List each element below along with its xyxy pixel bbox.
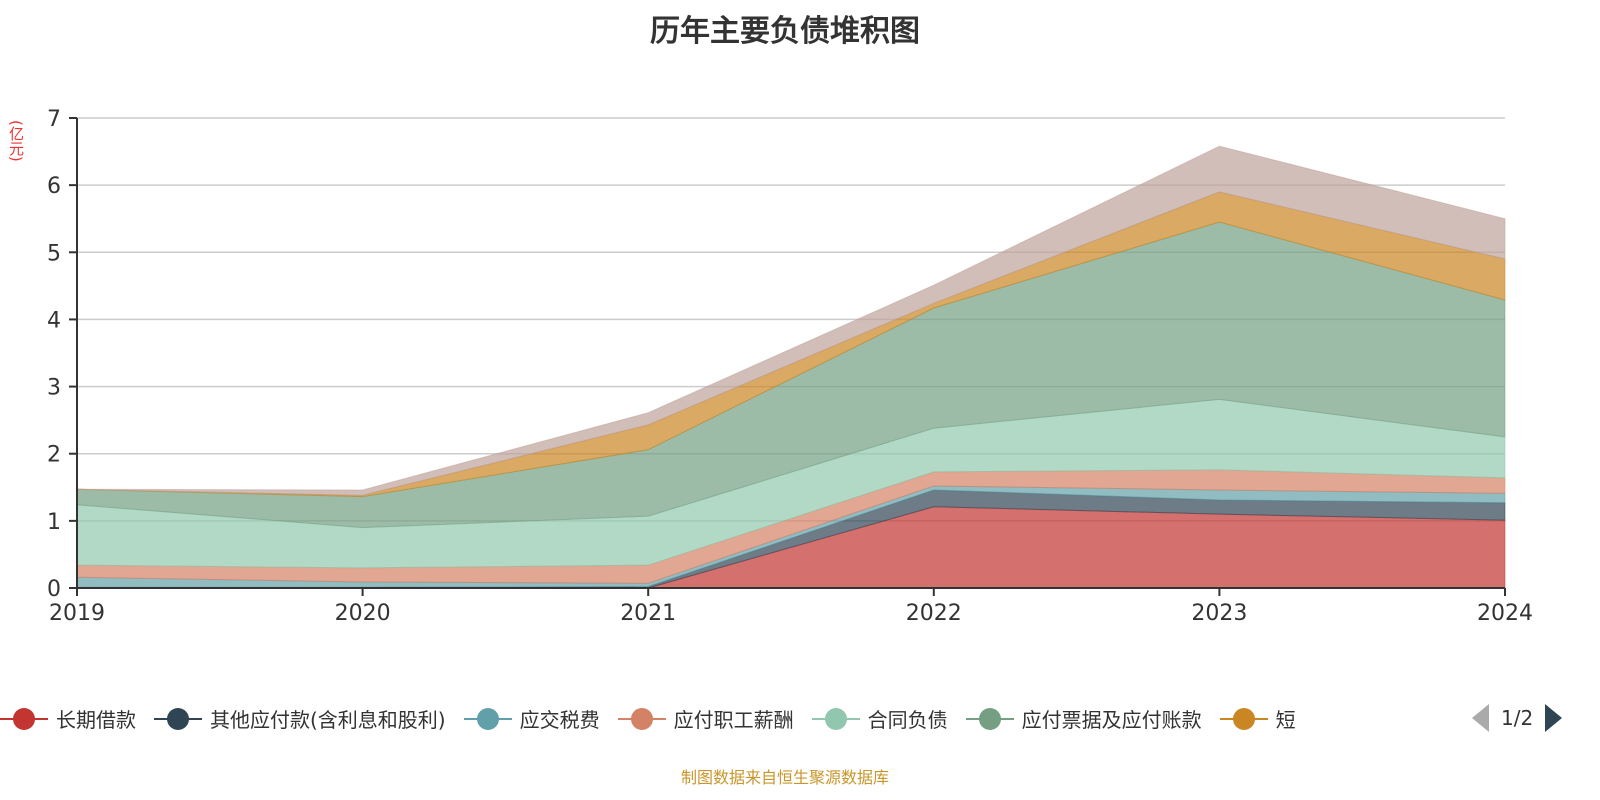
y-axis-unit: (亿元) — [7, 120, 25, 162]
legend-pager: 1/2 — [1472, 704, 1563, 732]
x-tick-label: 2019 — [49, 601, 105, 626]
legend-item[interactable]: 其他应付款(含利息和股利) — [154, 704, 446, 733]
legend-marker-icon — [463, 707, 512, 731]
x-tick-label: 2024 — [1477, 601, 1533, 626]
x-tick-label: 2022 — [906, 601, 962, 626]
y-tick-label: 0 — [47, 577, 61, 602]
area-series-7 — [76, 145, 1506, 496]
y-tick-label: 4 — [47, 308, 61, 333]
legend-marker-icon — [965, 707, 1014, 731]
y-tick-label: 3 — [47, 376, 61, 401]
legend-marker-icon — [617, 707, 666, 731]
legend-marker-icon — [1219, 707, 1268, 731]
legend-next-icon[interactable] — [1545, 704, 1563, 732]
legend-prev-icon[interactable] — [1472, 704, 1489, 732]
legend-marker-icon — [0, 707, 48, 731]
y-tick-label: 7 — [47, 107, 61, 132]
y-tick-label: 2 — [47, 443, 61, 468]
x-tick-label: 2020 — [335, 601, 391, 626]
legend-label: 短 — [1275, 708, 1296, 732]
legend-item[interactable]: 应付票据及应付账款 — [965, 704, 1202, 733]
legend-label: 其他应付款(含利息和股利) — [210, 708, 446, 732]
y-tick-label: 1 — [47, 510, 61, 535]
chart-title: 历年主要负债堆积图 — [650, 14, 920, 49]
x-tick-label: 2023 — [1191, 601, 1247, 626]
legend-label: 应付票据及应付账款 — [1021, 708, 1202, 732]
legend-item[interactable]: 短 — [1219, 704, 1296, 733]
legend-label: 长期借款 — [56, 708, 136, 732]
legend-item[interactable]: 应交税费 — [463, 704, 600, 733]
legend-page-number: 1/2 — [1501, 706, 1534, 730]
legend-item[interactable]: 合同负债 — [811, 704, 948, 733]
stacked-area-chart: 0 1 2 3 4 5 6 7 2019 2020 2021 2022 2023 2024 — [47, 107, 1533, 626]
y-tick-label: 5 — [47, 241, 61, 266]
legend-marker-icon — [811, 707, 860, 731]
y-tick-label: 6 — [47, 174, 61, 199]
legend-item[interactable]: 长期借款 — [0, 704, 136, 733]
x-tick-label: 2021 — [620, 601, 676, 626]
legend-label: 合同负债 — [867, 708, 948, 732]
legend: 长期借款 其他应付款(含利息和股利) 应交税费 应付职工薪酬 合同负债 应付票据及应付账款… — [0, 704, 1465, 733]
data-source: 制图数据来自恒生聚源数据库 — [680, 768, 889, 787]
legend-label: 应付职工薪酬 — [673, 708, 794, 732]
legend-item[interactable]: 应付职工薪酬 — [617, 704, 794, 733]
legend-label: 应交税费 — [519, 708, 600, 732]
legend-marker-icon — [154, 707, 202, 731]
